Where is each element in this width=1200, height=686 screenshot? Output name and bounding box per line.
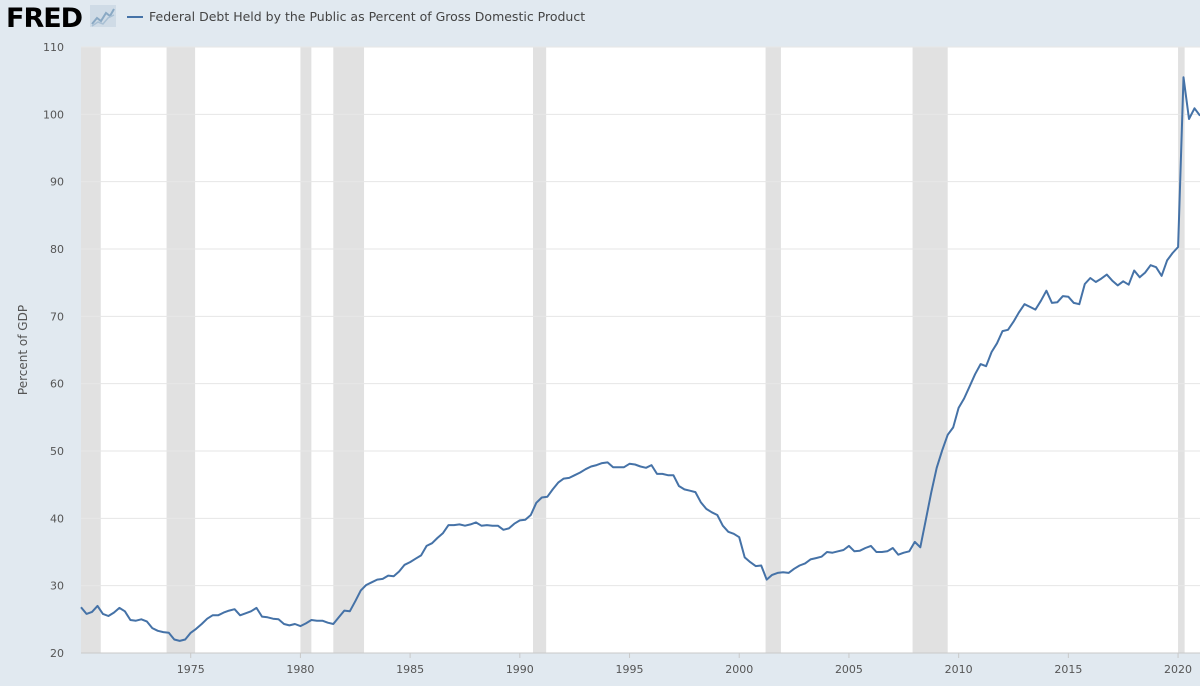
recession-band	[333, 47, 365, 653]
x-tick-label: 2000	[725, 663, 753, 676]
recession-band	[765, 47, 781, 653]
x-tick-label: 1980	[286, 663, 314, 676]
y-tick-label: 100	[43, 108, 64, 121]
y-tick-label: 70	[50, 310, 64, 323]
y-tick-label: 90	[50, 176, 64, 189]
recession-shading	[81, 47, 1185, 653]
y-tick-label: 110	[43, 41, 64, 54]
y-tick-label: 30	[50, 580, 64, 593]
x-tick-label: 1990	[506, 663, 534, 676]
recession-band	[532, 47, 547, 653]
x-tick-label: 2005	[835, 663, 863, 676]
plot-area	[81, 47, 1200, 653]
x-tick-label: 2010	[945, 663, 973, 676]
recession-band	[912, 47, 948, 653]
series-line[interactable]	[80, 76, 1200, 642]
chart-legend[interactable]: Federal Debt Held by the Public as Perce…	[127, 9, 585, 24]
series-layer[interactable]	[80, 76, 1200, 642]
x-tick-label: 2020	[1164, 663, 1192, 676]
x-tick-label: 2015	[1054, 663, 1082, 676]
recession-band	[81, 47, 101, 653]
y-axis-title: Percent of GDP	[16, 305, 30, 395]
x-tick-label: 1985	[396, 663, 424, 676]
legend-swatch	[127, 15, 143, 18]
y-tick-label: 60	[50, 378, 64, 391]
x-axis-ticks: 1975 1980 1985 1990 1995 2000 2005 2010 2015 2020	[81, 652, 1200, 676]
recession-band	[166, 47, 196, 653]
y-axis-ticks: 20 30 40 50 60 70 80 90 100 110	[43, 41, 64, 660]
y-tick-label: 80	[50, 243, 64, 256]
fred-logo[interactable]: FRED	[6, 3, 83, 34]
y-tick-label: 20	[50, 647, 64, 660]
recession-band	[300, 47, 312, 653]
y-tick-label: 50	[50, 445, 64, 458]
legend-label: Federal Debt Held by the Public as Perce…	[149, 9, 586, 24]
gridlines	[81, 46, 1200, 654]
x-tick-label: 1975	[177, 663, 205, 676]
recession-band	[1178, 47, 1185, 653]
chart-line-icon	[90, 5, 116, 27]
x-tick-label: 1995	[616, 663, 644, 676]
chart-header: FRED Federal Debt Held by the Public as …	[0, 0, 1200, 36]
y-tick-label: 40	[50, 512, 64, 525]
